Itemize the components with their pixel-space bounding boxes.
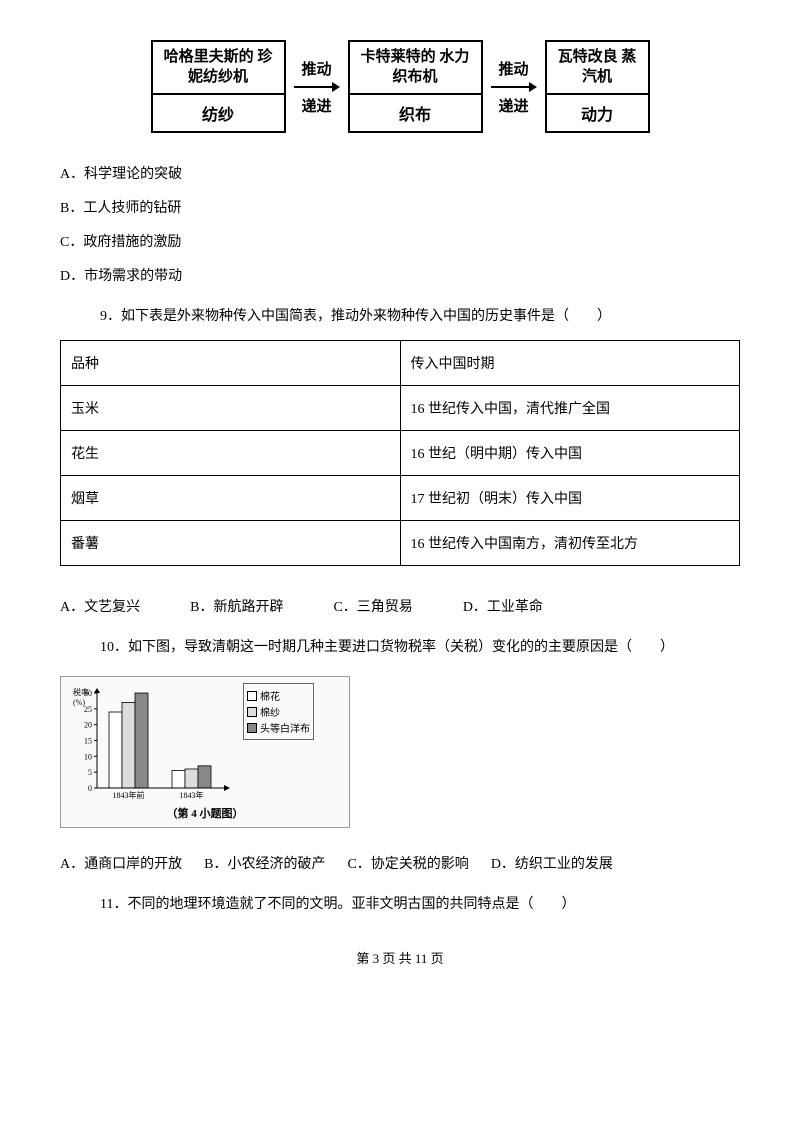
diagram-box-3: 瓦特改良 蒸汽机 动力 — [545, 40, 650, 133]
bar-chart-svg: 051015202530税率(%)1843年前1843年 — [67, 683, 237, 803]
table-row: 花生 16 世纪（明中期）传入中国 — [61, 431, 740, 476]
svg-text:20: 20 — [84, 721, 92, 730]
diagram-box-1-top: 哈格里夫斯的 珍妮纺纱机 — [153, 42, 284, 95]
q8-option-d: D．市场需求的带动 — [60, 265, 740, 285]
table-cell: 16 世纪（明中期）传入中国 — [400, 431, 740, 476]
table-cell: 传入中国时期 — [400, 341, 740, 386]
svg-text:25: 25 — [84, 705, 92, 714]
svg-text:税率: 税率 — [73, 687, 89, 697]
q9-option-d: D．工业革命 — [463, 596, 543, 616]
table-cell: 玉米 — [61, 386, 401, 431]
diagram-box-2-top: 卡特莱特的 水力织布机 — [350, 42, 481, 95]
q9-table: 品种 传入中国时期 玉米 16 世纪传入中国，清代推广全国 花生 16 世纪（明… — [60, 340, 740, 566]
svg-text:1843年: 1843年 — [180, 790, 204, 800]
q9-options: A．文艺复兴 B．新航路开辟 C．三角贸易 D．工业革命 — [60, 596, 740, 616]
arrow-1-top: 推动 — [301, 58, 331, 79]
arrow-icon — [294, 81, 340, 93]
arrow-1-bot: 递进 — [301, 95, 331, 116]
q10-option-c: C．协定关税的影响 — [347, 853, 468, 873]
svg-text:15: 15 — [84, 737, 92, 746]
arrow-2-top: 推动 — [498, 58, 528, 79]
table-cell: 品种 — [61, 341, 401, 386]
q10-chart: 051015202530税率(%)1843年前1843年 棉花棉纱头等白洋布 （… — [60, 676, 350, 828]
page-footer: 第 3 页 共 11 页 — [60, 948, 740, 967]
diagram-box-1: 哈格里夫斯的 珍妮纺纱机 纺纱 — [151, 40, 286, 133]
diagram-arrow-1: 推动 递进 — [294, 58, 340, 116]
flow-diagram: 哈格里夫斯的 珍妮纺纱机 纺纱 推动 递进 卡特莱特的 水力织布机 织布 推动 … — [60, 40, 740, 133]
q8-option-c: C．政府措施的激励 — [60, 231, 740, 251]
diagram-arrow-2: 推动 递进 — [491, 58, 537, 116]
q10-option-a: A．通商口岸的开放 — [60, 853, 182, 873]
table-row: 品种 传入中国时期 — [61, 341, 740, 386]
arrow-2-bot: 递进 — [498, 95, 528, 116]
q9-stem: 9．如下表是外来物种传入中国简表，推动外来物种传入中国的历史事件是（ ） — [100, 305, 740, 325]
q11-stem: 11．不同的地理环境造就了不同的文明。亚非文明古国的共同特点是（ ） — [100, 893, 740, 913]
table-row: 番薯 16 世纪传入中国南方，清初传至北方 — [61, 521, 740, 566]
q10-option-b: B．小农经济的破产 — [204, 853, 325, 873]
svg-text:10: 10 — [84, 752, 92, 761]
chart-legend: 棉花棉纱头等白洋布 — [243, 683, 314, 740]
table-cell: 16 世纪传入中国，清代推广全国 — [400, 386, 740, 431]
q9-option-b: B．新航路开辟 — [190, 596, 283, 616]
arrow-icon — [491, 81, 537, 93]
table-cell: 17 世纪初（明末）传入中国 — [400, 476, 740, 521]
q8-option-b: B．工人技师的钻研 — [60, 197, 740, 217]
q10-stem: 10．如下图，导致清朝这一时期几种主要进口货物税率（关税）变化的的主要原因是（ … — [100, 636, 740, 656]
svg-text:(%): (%) — [73, 698, 85, 707]
q9-option-a: A．文艺复兴 — [60, 596, 140, 616]
table-cell: 花生 — [61, 431, 401, 476]
table-row: 玉米 16 世纪传入中国，清代推广全国 — [61, 386, 740, 431]
svg-text:0: 0 — [88, 784, 92, 793]
svg-text:5: 5 — [88, 768, 92, 777]
chart-caption: （第 4 小题图） — [67, 805, 343, 821]
table-cell: 番薯 — [61, 521, 401, 566]
diagram-box-3-bot: 动力 — [547, 95, 648, 131]
table-cell: 16 世纪传入中国南方，清初传至北方 — [400, 521, 740, 566]
table-cell: 烟草 — [61, 476, 401, 521]
q9-option-c: C．三角贸易 — [333, 596, 412, 616]
q10-options: A．通商口岸的开放 B．小农经济的破产 C．协定关税的影响 D．纺织工业的发展 — [60, 853, 740, 873]
q8-option-a: A．科学理论的突破 — [60, 163, 740, 183]
diagram-box-2-bot: 织布 — [350, 95, 481, 131]
diagram-box-1-bot: 纺纱 — [153, 95, 284, 131]
q10-option-d: D．纺织工业的发展 — [491, 853, 613, 873]
svg-text:1843年前: 1843年前 — [113, 790, 145, 800]
diagram-box-2: 卡特莱特的 水力织布机 织布 — [348, 40, 483, 133]
table-row: 烟草 17 世纪初（明末）传入中国 — [61, 476, 740, 521]
diagram-box-3-top: 瓦特改良 蒸汽机 — [547, 42, 648, 95]
